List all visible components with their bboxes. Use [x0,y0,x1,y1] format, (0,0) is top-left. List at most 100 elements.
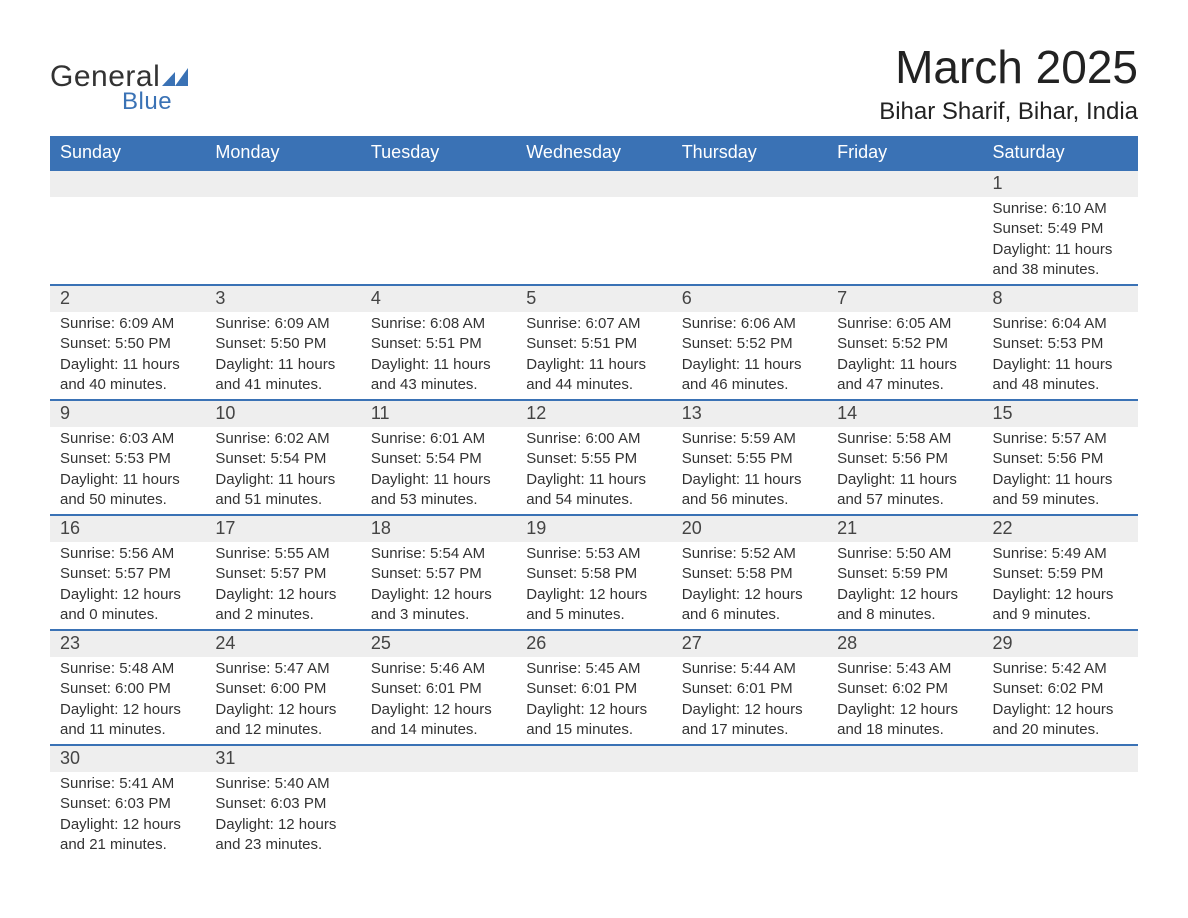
day-details-cell: Sunrise: 5:44 AMSunset: 6:01 PMDaylight:… [672,657,827,745]
day-dl2: and 23 minutes. [215,835,350,855]
day-dl1: Daylight: 12 hours [526,585,661,605]
day-dl1: Daylight: 12 hours [60,585,195,605]
day-number: 13 [682,403,702,423]
day-number-cell: 16 [50,515,205,542]
day-dl2: and 21 minutes. [60,835,195,855]
day-sunset: Sunset: 5:53 PM [993,334,1128,354]
day-details-cell [205,197,360,285]
day-number-cell: 7 [827,285,982,312]
day-sunset: Sunset: 5:52 PM [837,334,972,354]
day-dl2: and 2 minutes. [215,605,350,625]
day-number-cell: 9 [50,400,205,427]
day-sunrise: Sunrise: 5:55 AM [215,544,350,564]
day-number: 17 [215,518,235,538]
day-details-cell: Sunrise: 6:04 AMSunset: 5:53 PMDaylight:… [983,312,1138,400]
day-sunrise: Sunrise: 5:40 AM [215,774,350,794]
weekday-header-row: Sunday Monday Tuesday Wednesday Thursday… [50,136,1138,170]
day-sunrise: Sunrise: 5:54 AM [371,544,506,564]
day-details-cell: Sunrise: 5:46 AMSunset: 6:01 PMDaylight:… [361,657,516,745]
day-details-cell: Sunrise: 6:10 AMSunset: 5:49 PMDaylight:… [983,197,1138,285]
day-details-cell: Sunrise: 6:01 AMSunset: 5:54 PMDaylight:… [361,427,516,515]
day-sunrise: Sunrise: 5:52 AM [682,544,817,564]
day-sunset: Sunset: 5:54 PM [371,449,506,469]
header-row: General Blue March 2025 Bihar Sharif, Bi… [50,40,1138,126]
day-sunrise: Sunrise: 6:08 AM [371,314,506,334]
day-sunset: Sunset: 6:03 PM [215,794,350,814]
day-details-cell: Sunrise: 5:49 AMSunset: 5:59 PMDaylight:… [983,542,1138,630]
day-dl1: Daylight: 12 hours [682,585,817,605]
day-number: 4 [371,288,381,308]
day-details-cell: Sunrise: 5:56 AMSunset: 5:57 PMDaylight:… [50,542,205,630]
week-daynum-row: 1 [50,170,1138,197]
day-details-cell: Sunrise: 5:48 AMSunset: 6:00 PMDaylight:… [50,657,205,745]
day-dl2: and 59 minutes. [993,490,1128,510]
day-dl1: Daylight: 12 hours [526,700,661,720]
day-number: 27 [682,633,702,653]
day-sunset: Sunset: 5:52 PM [682,334,817,354]
day-details-cell: Sunrise: 5:47 AMSunset: 6:00 PMDaylight:… [205,657,360,745]
day-details-cell [827,772,982,859]
day-details-cell: Sunrise: 5:58 AMSunset: 5:56 PMDaylight:… [827,427,982,515]
day-dl1: Daylight: 12 hours [60,700,195,720]
day-sunrise: Sunrise: 5:53 AM [526,544,661,564]
day-dl1: Daylight: 11 hours [526,470,661,490]
day-number: 22 [993,518,1013,538]
day-details-cell [50,197,205,285]
day-sunset: Sunset: 5:57 PM [215,564,350,584]
day-details-cell: Sunrise: 5:45 AMSunset: 6:01 PMDaylight:… [516,657,671,745]
weekday-header: Monday [205,136,360,170]
day-number: 31 [215,748,235,768]
day-dl1: Daylight: 11 hours [371,355,506,375]
day-number-cell: 22 [983,515,1138,542]
week-details-row: Sunrise: 5:48 AMSunset: 6:00 PMDaylight:… [50,657,1138,745]
day-number-cell: 31 [205,745,360,772]
day-number: 3 [215,288,225,308]
day-details-cell [672,197,827,285]
day-number-cell: 25 [361,630,516,657]
day-sunset: Sunset: 5:59 PM [993,564,1128,584]
day-details-cell: Sunrise: 5:53 AMSunset: 5:58 PMDaylight:… [516,542,671,630]
day-dl2: and 54 minutes. [526,490,661,510]
day-sunrise: Sunrise: 6:09 AM [215,314,350,334]
day-dl2: and 44 minutes. [526,375,661,395]
day-number: 5 [526,288,536,308]
day-dl1: Daylight: 12 hours [371,700,506,720]
day-dl2: and 48 minutes. [993,375,1128,395]
day-number: 2 [60,288,70,308]
day-details-cell: Sunrise: 5:55 AMSunset: 5:57 PMDaylight:… [205,542,360,630]
day-sunrise: Sunrise: 6:07 AM [526,314,661,334]
day-dl1: Daylight: 11 hours [60,470,195,490]
day-dl2: and 0 minutes. [60,605,195,625]
day-number-cell: 11 [361,400,516,427]
calendar-body: 1 Sunrise: 6:10 AMSunset: 5:49 PMDaylight… [50,170,1138,859]
day-details-cell: Sunrise: 6:09 AMSunset: 5:50 PMDaylight:… [50,312,205,400]
day-number-cell: 3 [205,285,360,312]
day-number-cell: 23 [50,630,205,657]
day-sunset: Sunset: 5:49 PM [993,219,1128,239]
day-dl1: Daylight: 12 hours [60,815,195,835]
day-sunrise: Sunrise: 5:42 AM [993,659,1128,679]
day-details-cell: Sunrise: 5:57 AMSunset: 5:56 PMDaylight:… [983,427,1138,515]
day-dl2: and 38 minutes. [993,260,1128,280]
week-daynum-row: 2345678 [50,285,1138,312]
day-sunset: Sunset: 5:50 PM [60,334,195,354]
day-number: 29 [993,633,1013,653]
day-number: 1 [993,173,1003,193]
day-details-cell: Sunrise: 5:59 AMSunset: 5:55 PMDaylight:… [672,427,827,515]
title-block: March 2025 Bihar Sharif, Bihar, India [879,40,1138,126]
calendar-page: General Blue March 2025 Bihar Sharif, Bi… [0,0,1188,889]
day-number-cell [827,745,982,772]
day-sunset: Sunset: 5:55 PM [682,449,817,469]
day-number: 28 [837,633,857,653]
day-sunrise: Sunrise: 6:04 AM [993,314,1128,334]
day-sunset: Sunset: 6:01 PM [371,679,506,699]
day-sunset: Sunset: 6:00 PM [215,679,350,699]
day-dl2: and 9 minutes. [993,605,1128,625]
day-dl2: and 43 minutes. [371,375,506,395]
weekday-header: Wednesday [516,136,671,170]
day-dl2: and 47 minutes. [837,375,972,395]
day-sunset: Sunset: 6:02 PM [993,679,1128,699]
day-details-cell [516,772,671,859]
day-number-cell: 14 [827,400,982,427]
day-number-cell: 18 [361,515,516,542]
